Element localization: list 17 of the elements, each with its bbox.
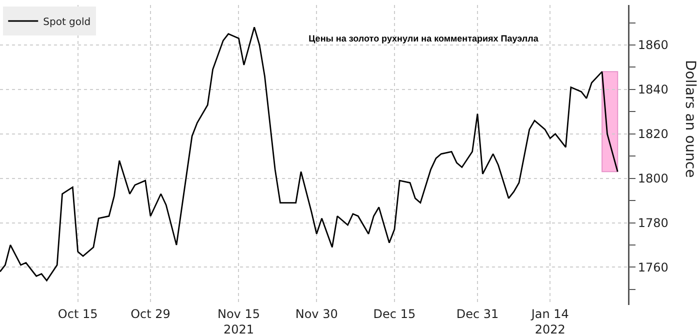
y-tick-label: 1820 — [638, 127, 668, 142]
x-tick-label: Nov 15 2021 — [217, 307, 260, 336]
legend-label: Spot gold — [43, 16, 91, 28]
line-series — [0, 26, 618, 282]
x-tick-label: Dec 15 — [373, 307, 416, 321]
text: Цены на золото рухнули на комментариях Пауэлла — [308, 34, 540, 44]
x-tick-label: Oct 29 — [130, 307, 170, 321]
x-tick-label: Nov 30 — [295, 307, 338, 321]
y-tick-label: 1780 — [638, 216, 668, 230]
y-tick-label: 1800 — [638, 172, 668, 186]
x-tick-label: Jan 14 2022 — [530, 307, 569, 336]
x-tick-label: Oct 15 — [58, 307, 98, 321]
y-axis-title: Dollars an ounce — [682, 60, 698, 178]
y-tick-label: 1860 — [638, 38, 668, 52]
y-tick-label: 1840 — [638, 82, 668, 97]
x-tick-label: Dec 31 — [456, 307, 499, 321]
y-tick-label: 1760 — [638, 260, 668, 274]
